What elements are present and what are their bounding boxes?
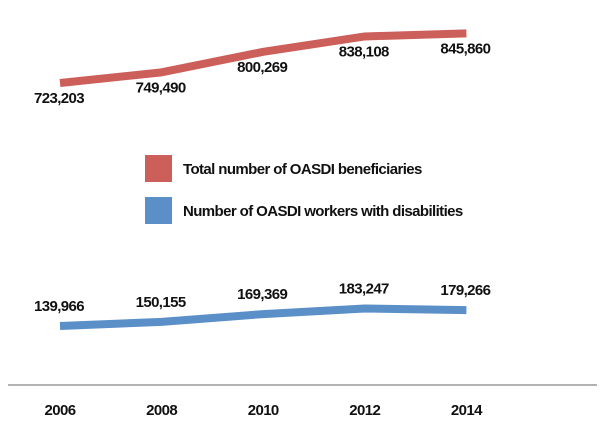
data-label: 169,369: [237, 286, 287, 303]
data-label: 749,490: [136, 79, 186, 96]
data-label: 179,266: [440, 282, 490, 299]
x-tick-label: 2008: [146, 402, 177, 419]
data-label: 139,966: [34, 298, 84, 315]
legend-swatch: [145, 197, 172, 224]
x-tick-label: 2006: [45, 402, 76, 419]
legend-label: Total number of OASDI beneficiaries: [183, 161, 422, 178]
data-label: 723,203: [34, 90, 84, 107]
x-tick-label: 2010: [248, 402, 279, 419]
legend: Total number of OASDI beneficiaries Numbe…: [145, 155, 463, 224]
x-tick-label: 2012: [349, 402, 380, 419]
x-tick-label: 2014: [451, 402, 483, 419]
data-label: 150,155: [136, 294, 186, 311]
legend-swatch: [145, 155, 172, 182]
data-label: 845,860: [440, 40, 490, 57]
series-line-1: [59, 304, 467, 330]
data-label: 800,269: [237, 59, 287, 76]
legend-label: Number of OASDI workers with disabilitie…: [183, 203, 463, 220]
data-label: 838,108: [339, 43, 389, 60]
series-line-0: [59, 29, 467, 87]
data-label: 183,247: [339, 280, 389, 297]
